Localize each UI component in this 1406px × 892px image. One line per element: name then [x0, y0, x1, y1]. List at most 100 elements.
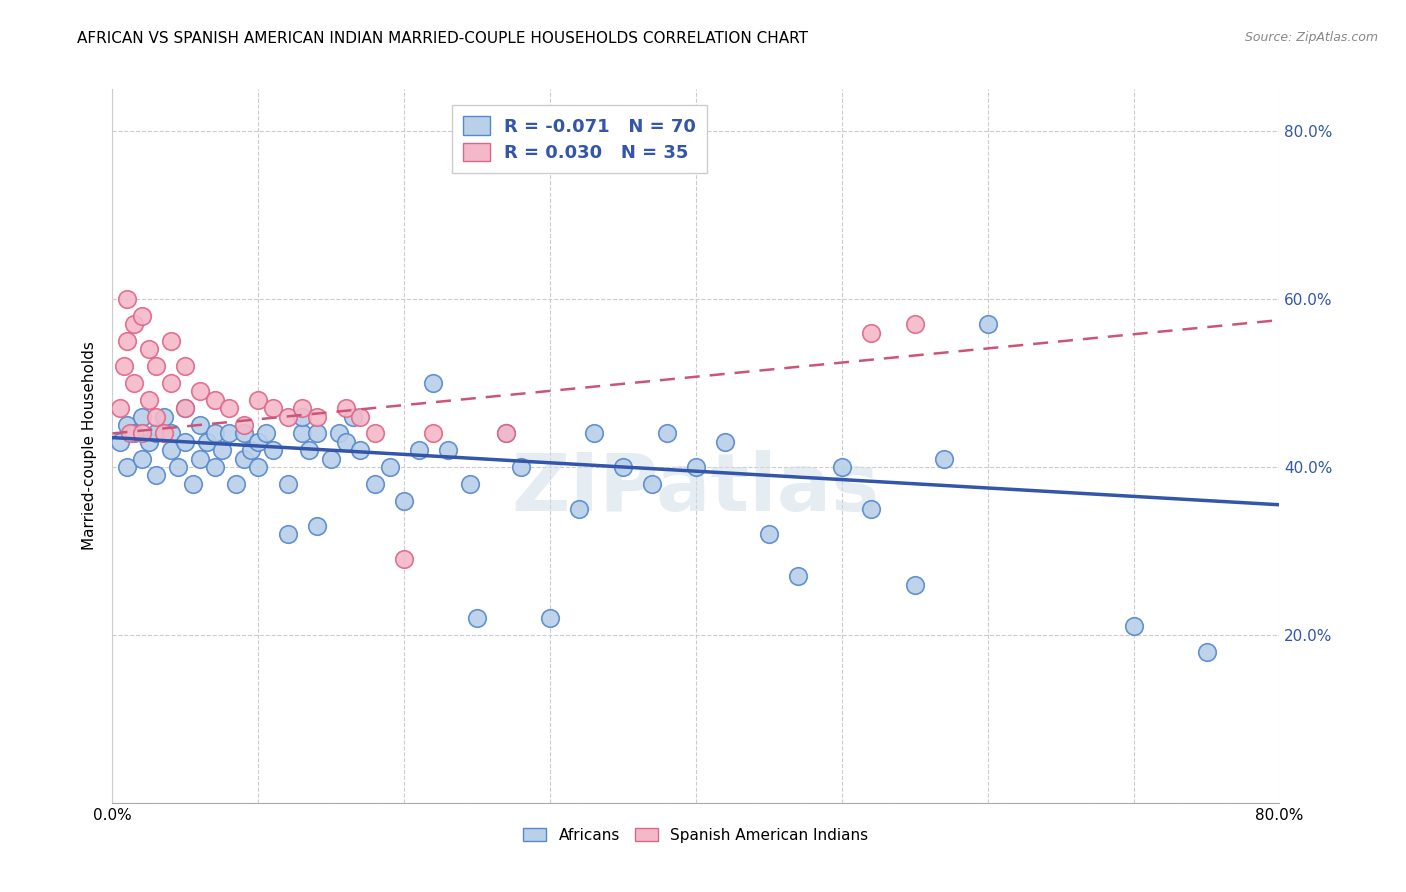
- Point: [160, 426, 183, 441]
- Point: [115, 460, 138, 475]
- Point: [152, 426, 174, 441]
- Point: [218, 426, 240, 441]
- Point: [860, 326, 883, 340]
- Point: [342, 409, 364, 424]
- Y-axis label: Married-couple Households: Married-couple Households: [82, 342, 97, 550]
- Point: [204, 460, 226, 475]
- Point: [232, 417, 254, 432]
- Point: [225, 476, 247, 491]
- Point: [641, 476, 664, 491]
- Point: [188, 417, 211, 432]
- Point: [145, 426, 167, 441]
- Point: [582, 426, 605, 441]
- Point: [204, 426, 226, 441]
- Point: [160, 376, 183, 390]
- Point: [138, 434, 160, 449]
- Point: [138, 343, 160, 357]
- Point: [124, 426, 146, 441]
- Point: [495, 426, 517, 441]
- Point: [276, 476, 298, 491]
- Point: [124, 318, 146, 332]
- Point: [305, 426, 328, 441]
- Point: [349, 409, 371, 424]
- Point: [160, 443, 183, 458]
- Point: [349, 443, 371, 458]
- Point: [218, 401, 240, 416]
- Point: [174, 434, 197, 449]
- Point: [152, 409, 174, 424]
- Point: [612, 460, 634, 475]
- Point: [131, 409, 153, 424]
- Point: [115, 417, 138, 432]
- Legend: Africans, Spanish American Indians: Africans, Spanish American Indians: [517, 822, 875, 848]
- Point: [321, 451, 343, 466]
- Point: [131, 309, 153, 323]
- Point: [131, 451, 153, 466]
- Point: [108, 401, 131, 416]
- Point: [335, 401, 357, 416]
- Point: [211, 443, 233, 458]
- Point: [904, 577, 927, 591]
- Point: [195, 434, 218, 449]
- Point: [495, 426, 517, 441]
- Point: [254, 426, 277, 441]
- Point: [131, 426, 153, 441]
- Point: [291, 409, 314, 424]
- Point: [145, 409, 167, 424]
- Point: [904, 318, 927, 332]
- Point: [276, 409, 298, 424]
- Point: [167, 460, 190, 475]
- Point: [262, 443, 284, 458]
- Point: [276, 527, 298, 541]
- Point: [378, 460, 401, 475]
- Point: [232, 426, 254, 441]
- Point: [568, 502, 591, 516]
- Point: [509, 460, 531, 475]
- Text: ZIPatlas: ZIPatlas: [512, 450, 880, 528]
- Point: [247, 434, 270, 449]
- Point: [394, 552, 416, 566]
- Point: [364, 476, 387, 491]
- Point: [174, 401, 197, 416]
- Point: [328, 426, 350, 441]
- Point: [174, 401, 197, 416]
- Point: [831, 460, 853, 475]
- Point: [145, 468, 167, 483]
- Point: [145, 359, 167, 374]
- Point: [174, 359, 197, 374]
- Point: [160, 334, 183, 348]
- Point: [115, 334, 138, 348]
- Text: AFRICAN VS SPANISH AMERICAN INDIAN MARRIED-COUPLE HOUSEHOLDS CORRELATION CHART: AFRICAN VS SPANISH AMERICAN INDIAN MARRI…: [77, 31, 808, 46]
- Point: [394, 493, 416, 508]
- Point: [538, 611, 561, 625]
- Point: [437, 443, 460, 458]
- Point: [112, 359, 135, 374]
- Point: [188, 451, 211, 466]
- Point: [298, 443, 321, 458]
- Point: [247, 392, 270, 407]
- Point: [240, 443, 263, 458]
- Point: [305, 518, 328, 533]
- Point: [714, 434, 737, 449]
- Point: [685, 460, 707, 475]
- Point: [758, 527, 780, 541]
- Point: [787, 569, 810, 583]
- Point: [124, 376, 146, 390]
- Point: [1195, 645, 1218, 659]
- Point: [108, 434, 131, 449]
- Point: [247, 460, 270, 475]
- Point: [305, 409, 328, 424]
- Point: [138, 392, 160, 407]
- Point: [335, 434, 357, 449]
- Point: [422, 376, 444, 390]
- Point: [291, 401, 314, 416]
- Point: [364, 426, 387, 441]
- Point: [115, 292, 138, 306]
- Point: [181, 476, 204, 491]
- Point: [932, 451, 955, 466]
- Point: [860, 502, 883, 516]
- Text: Source: ZipAtlas.com: Source: ZipAtlas.com: [1244, 31, 1378, 45]
- Point: [458, 476, 481, 491]
- Point: [422, 426, 444, 441]
- Point: [232, 451, 254, 466]
